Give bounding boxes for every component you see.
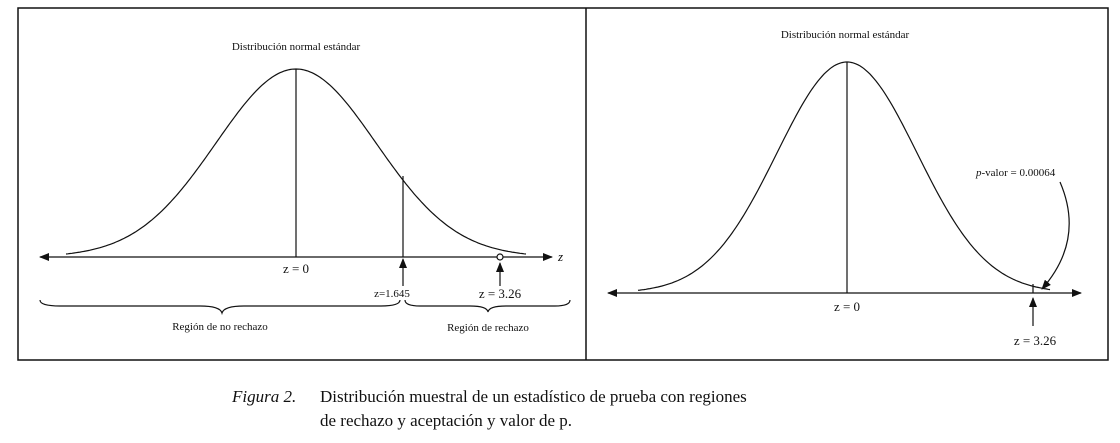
normal-curve <box>637 61 1051 291</box>
center-label: z = 0 <box>283 261 309 276</box>
statistic-label: z = 3.26 <box>479 286 522 301</box>
region-label: Región de rechazo <box>447 322 529 334</box>
figure-label: Figura 2. <box>231 387 296 406</box>
statistic-label: z = 3.26 <box>1014 333 1057 348</box>
statistic-point <box>496 253 504 261</box>
left-diagram <box>39 68 571 316</box>
center-label: z = 0 <box>834 299 860 314</box>
brace-rejection <box>404 299 571 313</box>
region-label: Región de no rechazo <box>172 321 268 333</box>
title: Distribución normal estándar <box>781 29 910 41</box>
caption-line: de rechazo y aceptación y valor de p. <box>320 411 572 430</box>
p-value-arrow <box>1041 181 1070 290</box>
caption-line: Distribución muestral de un estadístico … <box>320 387 747 406</box>
axis-label: z <box>557 249 563 264</box>
title: Distribución normal estándar <box>232 41 361 53</box>
frame <box>17 7 1109 361</box>
p-symbol: p <box>975 167 982 179</box>
critical-label: z=1.645 <box>374 288 410 300</box>
p-value-label: p-valor = 0.00064 <box>975 167 1056 179</box>
brace-non-rejection <box>39 299 401 316</box>
right-diagram <box>607 61 1082 326</box>
p-value-text: -valor = 0.00064 <box>982 167 1056 179</box>
